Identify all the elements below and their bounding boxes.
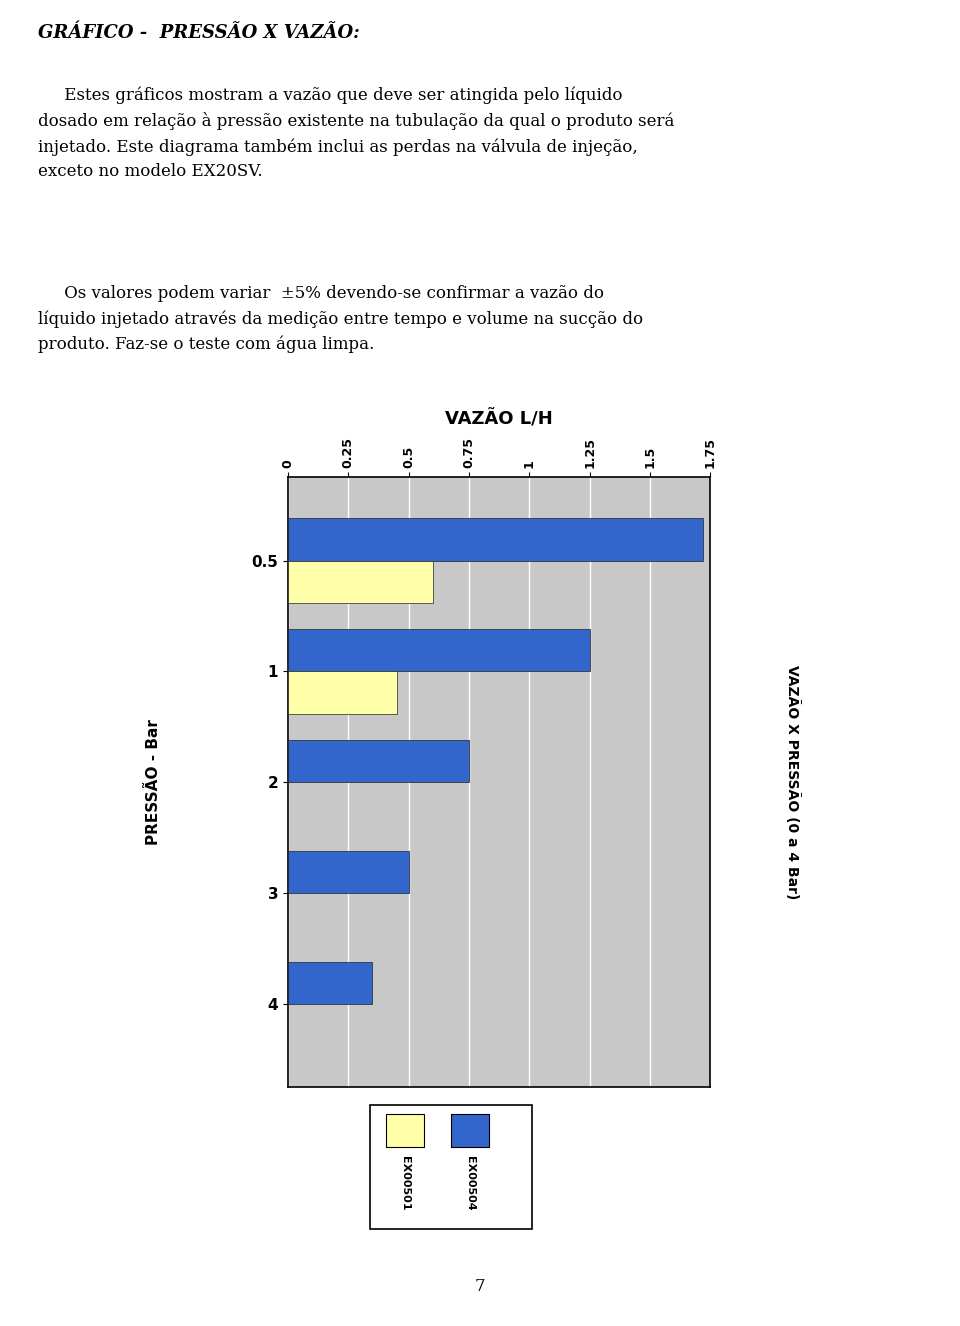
Text: EX00504: EX00504 bbox=[466, 1156, 475, 1211]
Bar bbox=[288, 740, 469, 782]
Text: 7: 7 bbox=[474, 1278, 486, 1294]
Bar bbox=[386, 1114, 423, 1147]
Text: GRÁFICO -  PRESSÃO X VAZÃO:: GRÁFICO - PRESSÃO X VAZÃO: bbox=[38, 24, 360, 42]
Bar bbox=[288, 561, 433, 603]
Text: VAZÃO X PRESSÃO (0 a 4 Bar): VAZÃO X PRESSÃO (0 a 4 Bar) bbox=[784, 666, 800, 899]
Bar bbox=[288, 518, 703, 561]
Title: VAZÃO L/H: VAZÃO L/H bbox=[445, 410, 553, 428]
Bar bbox=[288, 630, 589, 671]
Text: Estes gráficos mostram a vazão que deve ser atingida pelo líquido
dosado em rela: Estes gráficos mostram a vazão que deve … bbox=[38, 86, 675, 180]
Bar bbox=[451, 1114, 490, 1147]
Text: Os valores podem variar  ±5% devendo-se confirmar a vazão do
líquido injetado at: Os valores podem variar ±5% devendo-se c… bbox=[38, 285, 643, 353]
Text: PRESSÃO - Bar: PRESSÃO - Bar bbox=[146, 720, 161, 845]
Bar bbox=[288, 851, 409, 894]
Bar bbox=[288, 671, 396, 713]
Text: EX00501: EX00501 bbox=[399, 1156, 410, 1211]
Bar bbox=[288, 961, 372, 1004]
